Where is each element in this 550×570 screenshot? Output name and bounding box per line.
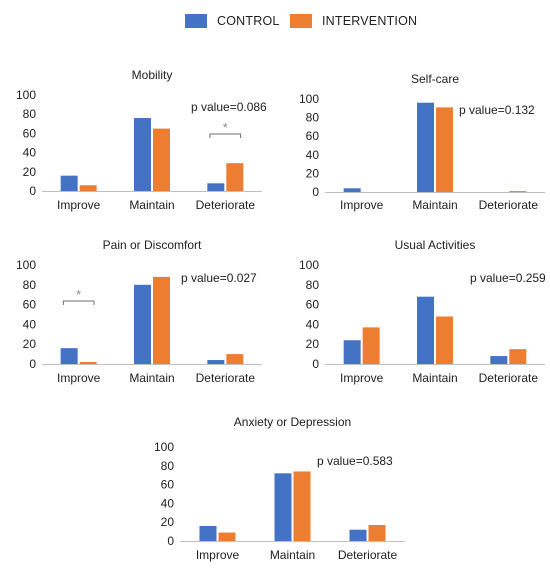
- bar-control: [343, 340, 361, 364]
- y-tick-label: 100: [299, 258, 319, 272]
- y-tick-label: 60: [23, 298, 37, 312]
- p-value-label: p value=0.027: [181, 271, 257, 285]
- bar-intervention: [509, 191, 527, 192]
- y-tick-label: 20: [23, 337, 37, 351]
- bar-control: [60, 348, 78, 364]
- significance-star: *: [223, 120, 228, 135]
- y-tick-label: 40: [306, 317, 320, 331]
- legend-swatch-intervention: [290, 14, 312, 28]
- y-tick-label: 60: [306, 129, 320, 143]
- y-tick-label: 60: [306, 298, 320, 312]
- bar-control: [207, 360, 225, 364]
- significance-bracket: [209, 133, 242, 138]
- bar-control: [417, 296, 434, 364]
- y-tick-label: 80: [306, 278, 320, 292]
- bar-intervention: [79, 185, 97, 191]
- p-value-label: p value=0.259: [470, 271, 546, 285]
- y-tick-label: 100: [154, 440, 174, 454]
- category-label: Deteriorate: [196, 198, 256, 212]
- category-label: Improve: [340, 371, 384, 385]
- legend-label-intervention: INTERVENTION: [322, 14, 418, 28]
- significance-star: *: [76, 287, 81, 302]
- y-tick-label: 80: [23, 107, 37, 121]
- bar-intervention: [79, 362, 97, 364]
- category-label: Improve: [57, 198, 101, 212]
- y-tick-label: 60: [161, 478, 175, 492]
- bar-intervention: [218, 532, 236, 541]
- category-label: Maintain: [129, 198, 174, 212]
- y-tick-label: 20: [306, 166, 320, 180]
- y-tick-label: 40: [306, 148, 320, 162]
- legend-swatch-control: [185, 14, 207, 28]
- significance-bracket: [62, 300, 95, 305]
- y-tick-label: 20: [23, 165, 37, 179]
- bar-intervention: [368, 525, 386, 541]
- chart-title: Mobility: [132, 68, 173, 82]
- y-tick-label: 80: [23, 278, 37, 292]
- category-label: Deteriorate: [196, 371, 256, 385]
- bar-control: [199, 525, 217, 541]
- category-label: Improve: [57, 371, 101, 385]
- category-label: Maintain: [412, 371, 457, 385]
- bar-intervention: [362, 327, 380, 364]
- bar-intervention: [153, 128, 170, 191]
- category-label: Maintain: [412, 198, 457, 212]
- y-tick-label: 0: [29, 184, 36, 198]
- y-tick-label: 0: [167, 534, 174, 548]
- chart-title: Anxiety or Depression: [234, 415, 351, 429]
- bar-control: [207, 183, 225, 191]
- y-tick-label: 100: [16, 258, 36, 272]
- bar-control: [60, 175, 78, 191]
- category-label: Deteriorate: [338, 548, 398, 562]
- bar-control: [343, 188, 361, 192]
- y-tick-label: 80: [161, 459, 175, 473]
- legend-label-control: CONTROL: [217, 14, 280, 28]
- y-tick-label: 40: [23, 146, 37, 160]
- category-label: Maintain: [129, 371, 174, 385]
- p-value-label: p value=0.583: [317, 454, 393, 468]
- bar-control: [349, 529, 367, 541]
- category-label: Improve: [340, 198, 384, 212]
- y-tick-label: 100: [16, 88, 36, 102]
- y-tick-label: 0: [312, 185, 319, 199]
- bar-intervention: [226, 163, 244, 191]
- bar-control: [490, 356, 508, 364]
- legend: CONTROL INTERVENTION: [0, 10, 550, 32]
- chart-title: Pain or Discomfort: [103, 238, 202, 252]
- legend-item-intervention: INTERVENTION: [290, 10, 417, 32]
- y-tick-label: 80: [306, 111, 320, 125]
- category-label: Improve: [196, 548, 240, 562]
- bar-control: [417, 102, 434, 192]
- y-tick-label: 0: [29, 357, 36, 371]
- y-tick-label: 60: [23, 126, 37, 140]
- y-tick-label: 100: [299, 92, 319, 106]
- y-tick-label: 40: [23, 317, 37, 331]
- bar-intervention: [436, 316, 453, 364]
- bar-intervention: [293, 471, 311, 541]
- chart-title: Self-care: [411, 72, 459, 86]
- bar-intervention: [226, 354, 244, 364]
- category-label: Deteriorate: [479, 371, 539, 385]
- bar-control: [134, 284, 151, 364]
- y-tick-label: 40: [161, 496, 175, 510]
- y-tick-label: 20: [161, 515, 175, 529]
- chart-title: Usual Activities: [395, 238, 476, 252]
- y-tick-label: 0: [312, 357, 319, 371]
- bar-control: [274, 473, 292, 541]
- y-tick-label: 20: [306, 337, 320, 351]
- category-label: Deteriorate: [479, 198, 539, 212]
- bar-intervention: [153, 276, 170, 364]
- p-value-label: p value=0.086: [191, 100, 267, 114]
- bar-intervention: [436, 107, 453, 192]
- p-value-label: p value=0.132: [459, 103, 535, 117]
- bar-control: [134, 118, 151, 191]
- category-label: Maintain: [270, 548, 315, 562]
- legend-item-control: CONTROL: [185, 10, 280, 32]
- bar-intervention: [509, 349, 527, 364]
